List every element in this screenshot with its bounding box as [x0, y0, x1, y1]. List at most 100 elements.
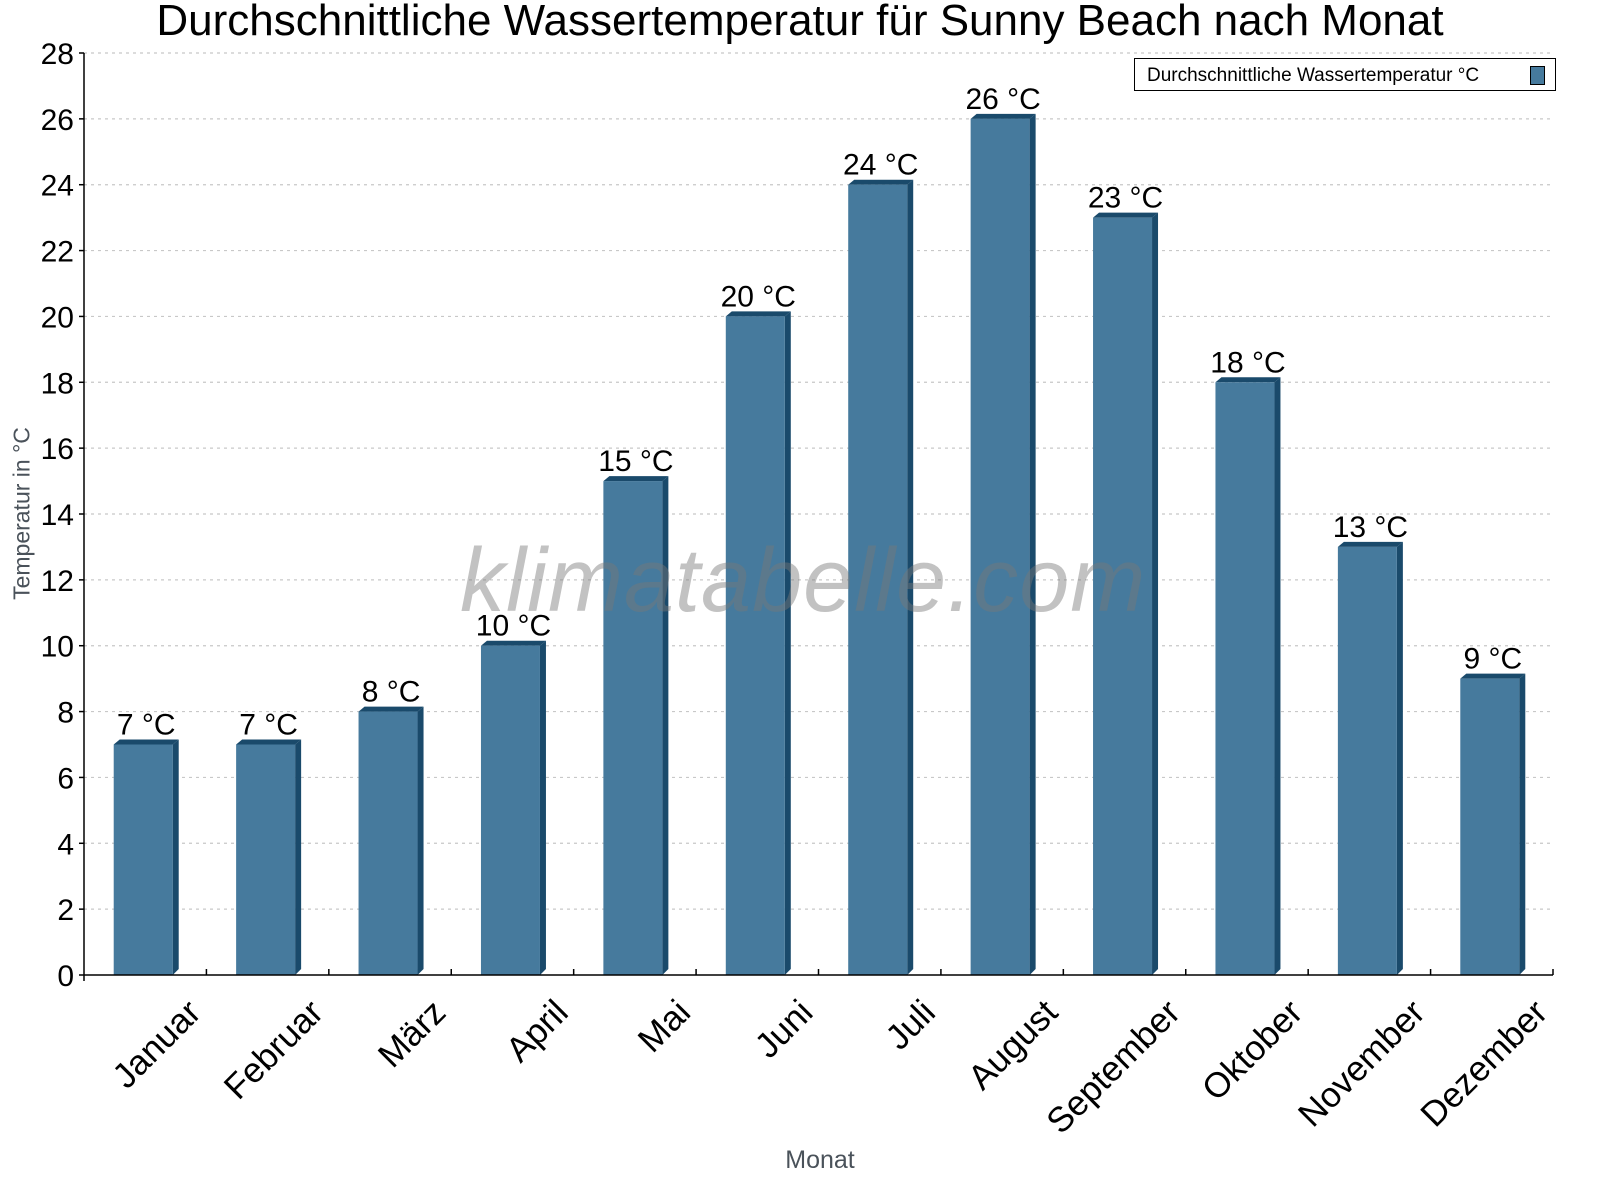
y-tick-label: 8 [57, 697, 74, 730]
bar [1460, 673, 1526, 975]
bar-face [358, 711, 418, 975]
bar-face [603, 481, 663, 975]
y-tick-label: 18 [41, 367, 74, 400]
bar [970, 113, 1036, 976]
bar-face [113, 744, 173, 975]
bar-face [1337, 546, 1397, 975]
bar [1093, 212, 1159, 976]
x-axis-ticks: Januar Februar März April Mai Juni Juli AugustS… [105, 969, 1555, 1141]
bar-face [848, 184, 908, 975]
bar-face [725, 316, 785, 975]
bar-face [1215, 382, 1275, 975]
x-tick-label: Juni [747, 993, 820, 1066]
data-label: 7 °C [117, 709, 176, 742]
legend: Durchschnittliche Wassertemperatur °C [1134, 58, 1556, 91]
bar-top [848, 179, 914, 185]
bar-top [358, 706, 424, 712]
x-tick-label: Dezember [1413, 992, 1555, 1134]
x-tick-label: Juli [878, 993, 943, 1058]
bar [358, 706, 424, 975]
bar-top [480, 640, 546, 646]
y-tick-label: 0 [57, 960, 74, 993]
y-tick-label: 26 [41, 104, 74, 137]
y-tick-label: 6 [57, 762, 74, 795]
gridlines [84, 52, 1553, 910]
bar-face [236, 744, 296, 975]
bar-side [1029, 113, 1036, 976]
x-tick-label: September [1039, 992, 1188, 1141]
bar-side [539, 640, 546, 975]
data-label: 24 °C [843, 149, 918, 182]
x-tick-label: November [1291, 992, 1433, 1134]
bar-top [1337, 541, 1403, 547]
data-label: 18 °C [1210, 346, 1285, 379]
bar [1337, 541, 1403, 975]
bar [236, 739, 302, 975]
y-tick-label: 14 [41, 499, 74, 532]
bar-face [1093, 217, 1153, 976]
bar-face [480, 645, 540, 975]
x-tick-label: Oktober [1195, 992, 1311, 1108]
y-tick-label: 16 [41, 433, 74, 466]
bar-top [1093, 212, 1159, 218]
y-tick-label: 20 [41, 301, 74, 334]
bar-top [236, 739, 302, 745]
bar-side [907, 179, 914, 975]
bar-side [1519, 673, 1526, 975]
legend-label: Durchschnittliche Wassertemperatur °C [1147, 65, 1480, 86]
bar-side [172, 739, 179, 975]
y-tick-label: 24 [41, 170, 74, 203]
data-label: 8 °C [362, 676, 421, 709]
y-tick-label: 22 [41, 236, 74, 269]
data-label: 13 °C [1333, 511, 1408, 544]
bar-side [417, 706, 424, 975]
x-tick-label: Januar [105, 992, 208, 1095]
x-tick-label: März [371, 993, 454, 1076]
bar-side [784, 311, 791, 975]
bar [603, 476, 669, 975]
bar-top [1460, 673, 1526, 679]
watermark: klimatabelle.com [460, 531, 1147, 631]
y-tick-label: 2 [57, 894, 74, 927]
bar-top [725, 311, 791, 317]
data-labels: 7 °C 7 °C 8 °C 10 °C 15 °C 20 °C 24 °C 26 °C 23 … [117, 83, 1522, 742]
bar [480, 640, 546, 975]
chart-title: Durchschnittliche Wassertemperatur für S… [156, 0, 1444, 45]
bar-top [1215, 377, 1281, 383]
bar-top [970, 113, 1036, 119]
bar-side [1152, 212, 1159, 976]
bar-top [603, 476, 669, 482]
y-tick-label: 10 [41, 631, 74, 664]
y-tick-label: 4 [57, 828, 74, 861]
bar-side [1274, 377, 1281, 975]
bar-top [113, 739, 179, 745]
bar [725, 311, 791, 975]
bar-face [1460, 678, 1520, 975]
x-tick-label: Februar [217, 992, 331, 1106]
data-label: 15 °C [598, 445, 673, 478]
bar-side [1396, 541, 1403, 975]
x-axis-title: Monat [785, 1146, 855, 1174]
x-tick-label: August [961, 992, 1066, 1097]
data-label: 26 °C [965, 83, 1040, 116]
bar-side [662, 476, 669, 975]
y-tick-label: 28 [41, 38, 74, 71]
bars [113, 113, 1526, 976]
bar [113, 739, 179, 975]
data-label: 20 °C [721, 280, 796, 313]
y-tick-label: 12 [41, 565, 74, 598]
data-label: 7 °C [239, 709, 298, 742]
y-axis-title: Temperatur in °C [8, 427, 35, 600]
data-label: 10 °C [476, 610, 551, 643]
legend-swatch [1530, 66, 1545, 85]
data-label: 23 °C [1088, 182, 1163, 215]
x-tick-label: April [499, 993, 576, 1070]
bar-face [970, 118, 1030, 976]
bar-side [295, 739, 302, 975]
data-label: 9 °C [1463, 643, 1522, 676]
x-tick-label: Mai [631, 993, 698, 1060]
bar [848, 179, 914, 975]
bar [1215, 377, 1281, 975]
